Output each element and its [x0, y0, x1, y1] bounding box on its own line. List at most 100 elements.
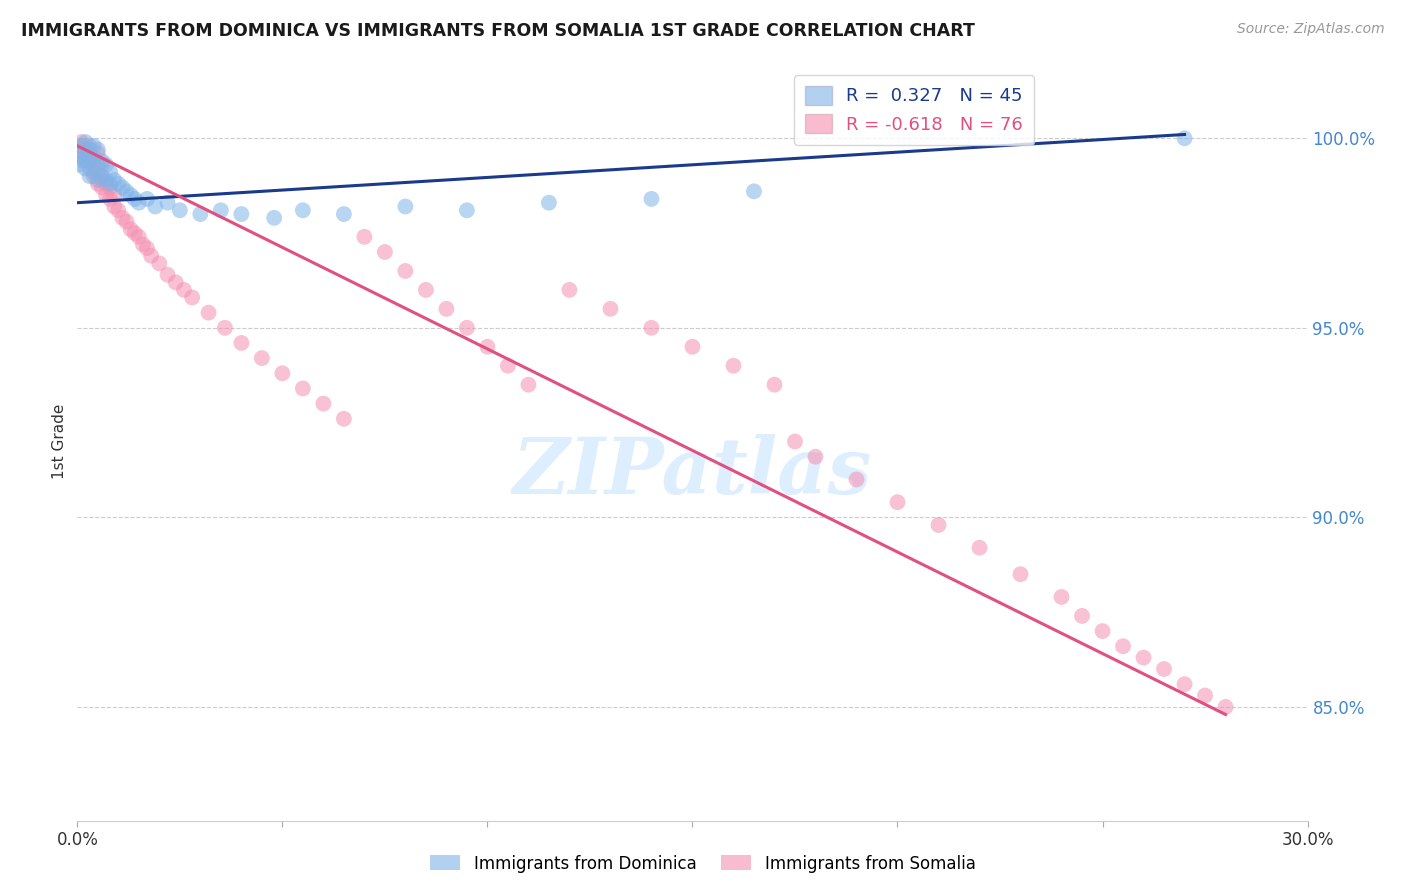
Point	[333, 411, 356, 425]
Text: ZIPatlas: ZIPatlas	[513, 434, 872, 510]
Point	[456, 320, 478, 334]
Point	[87, 173, 110, 187]
Point	[804, 450, 827, 464]
Point	[263, 211, 285, 225]
Point	[70, 138, 93, 153]
Point	[886, 495, 908, 509]
Point	[1091, 624, 1114, 638]
Point	[70, 150, 93, 164]
Point	[115, 214, 138, 228]
Point	[111, 211, 134, 225]
Point	[67, 158, 90, 172]
Point	[79, 138, 101, 153]
Point	[197, 305, 219, 319]
Point	[103, 188, 125, 202]
Point	[94, 177, 117, 191]
Point	[124, 226, 146, 240]
Point	[87, 177, 110, 191]
Point	[312, 396, 335, 410]
Point	[120, 188, 142, 202]
Point	[181, 290, 204, 304]
Point	[250, 351, 273, 365]
Point	[98, 192, 121, 206]
Point	[783, 434, 806, 449]
Point	[75, 153, 97, 168]
Point	[291, 381, 314, 395]
Point	[94, 158, 117, 172]
Point	[107, 177, 129, 191]
Point	[132, 237, 155, 252]
Point	[456, 203, 478, 218]
Point	[415, 283, 437, 297]
Point	[79, 169, 101, 183]
Point	[148, 256, 170, 270]
Point	[640, 192, 662, 206]
Point	[103, 199, 125, 213]
Point	[83, 165, 105, 179]
Point	[374, 244, 396, 259]
Point	[90, 169, 114, 183]
Point	[209, 203, 232, 218]
Point	[1132, 650, 1154, 665]
Point	[271, 366, 294, 380]
Point	[969, 541, 991, 555]
Text: IMMIGRANTS FROM DOMINICA VS IMMIGRANTS FROM SOMALIA 1ST GRADE CORRELATION CHART: IMMIGRANTS FROM DOMINICA VS IMMIGRANTS F…	[21, 22, 974, 40]
Legend: R =  0.327   N = 45, R = -0.618   N = 76: R = 0.327 N = 45, R = -0.618 N = 76	[794, 75, 1033, 145]
Point	[75, 161, 97, 176]
Point	[496, 359, 519, 373]
Point	[90, 173, 114, 187]
Point	[141, 249, 163, 263]
Point	[67, 143, 90, 157]
Point	[87, 146, 110, 161]
Point	[90, 158, 114, 172]
Point	[90, 180, 114, 194]
Point	[111, 180, 134, 194]
Point	[1215, 699, 1237, 714]
Point	[87, 158, 110, 172]
Point	[477, 340, 499, 354]
Point	[517, 377, 540, 392]
Text: Source: ZipAtlas.com: Source: ZipAtlas.com	[1237, 22, 1385, 37]
Point	[156, 195, 179, 210]
Point	[90, 153, 114, 168]
Point	[436, 301, 458, 316]
Point	[1112, 639, 1135, 653]
Point	[394, 199, 416, 213]
Point	[291, 203, 314, 218]
Point	[136, 241, 159, 255]
Point	[75, 146, 97, 161]
Point	[1174, 677, 1197, 691]
Point	[169, 203, 191, 218]
Point	[94, 173, 117, 187]
Point	[537, 195, 560, 210]
Point	[79, 153, 101, 168]
Point	[1010, 567, 1032, 582]
Point	[599, 301, 621, 316]
Point	[394, 264, 416, 278]
Point	[231, 335, 253, 350]
Point	[558, 283, 581, 297]
Point	[72, 153, 94, 168]
Point	[188, 207, 212, 221]
Point	[928, 517, 950, 532]
Point	[79, 150, 101, 164]
Point	[98, 165, 121, 179]
Point	[333, 207, 356, 221]
Point	[83, 138, 105, 153]
Legend: Immigrants from Dominica, Immigrants from Somalia: Immigrants from Dominica, Immigrants fro…	[423, 848, 983, 880]
Point	[723, 359, 745, 373]
Point	[143, 199, 166, 213]
Point	[103, 173, 125, 187]
Point	[115, 184, 138, 198]
Point	[231, 207, 253, 221]
Point	[128, 195, 150, 210]
Point	[87, 143, 110, 157]
Point	[70, 135, 93, 149]
Point	[682, 340, 704, 354]
Point	[1071, 608, 1094, 623]
Point	[136, 192, 159, 206]
Point	[1050, 590, 1073, 604]
Point	[87, 165, 110, 179]
Point	[79, 161, 101, 176]
Point	[763, 377, 786, 392]
